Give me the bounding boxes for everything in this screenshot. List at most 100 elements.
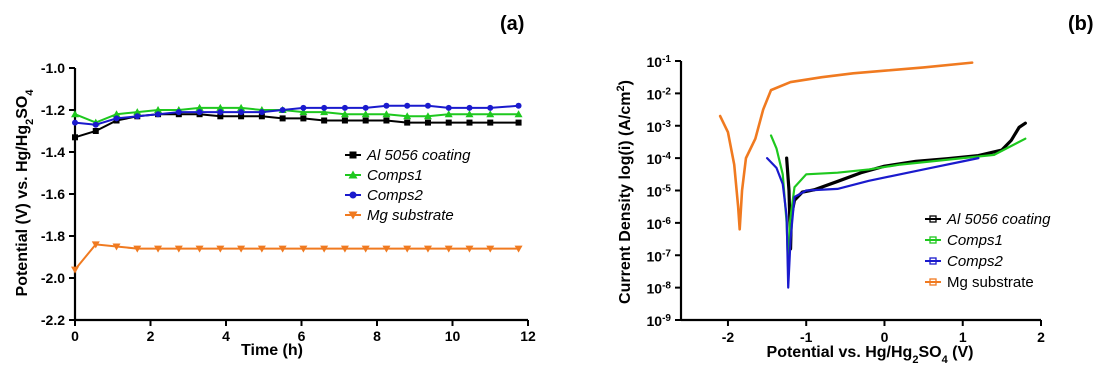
chart-b-series-line <box>769 134 1027 273</box>
chart-a-data-point <box>341 104 348 111</box>
chart-a-y-tick-label: -1.0 <box>41 60 65 76</box>
chart-b-series-line <box>718 61 974 231</box>
chart-a-data-point <box>321 117 328 124</box>
chart-a-series-line <box>74 104 519 126</box>
chart-b-legend-label: Mg substrate <box>947 274 1034 291</box>
chart-b-legend-label: Comps1 <box>947 232 1003 249</box>
chart-a-data-point <box>340 245 349 253</box>
chart-b-legend-label: Al 5056 coating <box>946 211 1051 228</box>
chart-a-data-point <box>300 115 307 122</box>
chart-a-legend-label: Al 5056 coating <box>366 147 471 164</box>
chart-a-data-point <box>487 104 494 111</box>
chart-a-data-point <box>112 243 121 251</box>
chart-a-data-point <box>278 245 287 253</box>
chart-b-y-tick-label: 10-9 <box>647 313 672 330</box>
chart-a-x-axis-label: Time (h) <box>241 342 303 359</box>
legend-swatch-marker <box>929 278 937 286</box>
legend-swatch-marker <box>929 215 937 223</box>
chart-b-series-comps2 <box>765 157 980 289</box>
chart-a-data-point <box>486 245 495 253</box>
chart-a-y-axis-label: Potential (V) vs. Hg/Hg2SO4 <box>14 89 36 297</box>
chart-a-data-point <box>72 134 78 141</box>
chart-a-data-point <box>514 110 523 118</box>
chart-b-legend: Al 5056 coating Comps1 Comps2 Mg substrate <box>925 211 1051 291</box>
chart-a-data-point <box>445 104 452 111</box>
chart-a-data-point <box>133 245 142 253</box>
chart-b-y-axis-label: Current Density log(i) (A/cm2) <box>615 80 634 304</box>
chart-b-legend-item: Al 5056 coating <box>925 211 1051 228</box>
chart-a-y-tick-label: -1.8 <box>41 228 65 244</box>
chart-a-data-point <box>320 108 329 116</box>
chart-b-legend-item: Comps2 <box>925 253 1004 270</box>
chart-a-data-point <box>465 110 474 118</box>
chart-a-data-point <box>404 102 411 109</box>
chart-b-y-tick-label: 10-1 <box>647 54 672 71</box>
chart-a-data-point <box>362 104 369 111</box>
chart-a-data-point <box>299 245 308 253</box>
chart-a-data-point <box>237 103 246 111</box>
chart-a-legend-item: Comps2 <box>345 187 424 204</box>
chart-a-data-point <box>257 245 266 253</box>
chart-b-legend-item: Mg substrate <box>925 274 1034 291</box>
chart-a-data-point <box>112 110 121 118</box>
chart-b-x-tick-label: -2 <box>722 329 735 345</box>
chart-a-y-tick-label: -2.0 <box>41 270 65 286</box>
chart-b-series-mg-substrate <box>718 61 974 231</box>
chart-b: (b) 10-110-210-310-410-510-610-710-810-9… <box>615 13 1094 366</box>
chart-a-data-point <box>383 102 390 109</box>
chart-a-data-point <box>258 113 265 120</box>
chart-a-legend: Al 5056 coating Comps1 Comps2 Mg substrate <box>345 147 471 224</box>
chart-a-data-point <box>487 119 494 126</box>
chart-b-y-tick-label: 10-2 <box>647 86 672 103</box>
chart-a-series-line <box>74 243 519 271</box>
chart-a-data-point <box>445 119 452 126</box>
chart-b-legend-label: Comps2 <box>947 253 1004 270</box>
chart-a-legend-item: Al 5056 coating <box>345 147 471 164</box>
chart-a-data-point <box>154 106 163 113</box>
chart-a-data-point <box>382 245 391 253</box>
chart-a-y-tick-label: -1.4 <box>41 144 65 160</box>
chart-a-data-point <box>71 266 79 274</box>
chart-a-data-point <box>92 121 99 128</box>
chart-a-y-tick-label: -2.2 <box>41 312 65 328</box>
chart-a-data-point <box>424 102 431 109</box>
chart-a-data-point <box>258 109 265 116</box>
chart-a-data-point <box>362 117 369 124</box>
chart-b-x-tick-label: 2 <box>1037 329 1045 345</box>
chart-a-data-point <box>92 128 99 134</box>
chart-a-data-point <box>382 110 391 118</box>
chart-a-series-mg-substrate <box>71 241 523 274</box>
chart-b-y-tick-label: 10-5 <box>647 183 672 200</box>
chart-a-data-point <box>444 245 453 253</box>
chart-a-data-point <box>91 241 100 249</box>
chart-a-data-point <box>299 108 308 116</box>
chart-a-legend-item: Comps1 <box>345 167 423 184</box>
chart-a-data-point <box>175 109 182 116</box>
chart-a-x-tick-label: 4 <box>222 328 230 344</box>
chart-a-data-point <box>404 119 411 126</box>
chart-b-x-tick-label: 0 <box>881 329 889 345</box>
chart-a-legend-item: Mg substrate <box>345 207 454 224</box>
chart-a-data-point <box>72 119 78 126</box>
chart-b-y-tick-label: 10-8 <box>647 280 672 297</box>
chart-a-legend-label: Comps2 <box>367 187 424 204</box>
chart-a-data-point <box>383 117 390 124</box>
chart-b-y-tick-label: 10-7 <box>647 248 672 265</box>
chart-a-data-point <box>195 245 204 253</box>
chart-a-data-point <box>424 119 431 126</box>
chart-a-data-point <box>514 245 523 253</box>
chart-a-data-point <box>155 111 162 118</box>
chart-a-data-point <box>217 109 224 116</box>
chart-a-data-point <box>238 109 245 116</box>
chart-a-data-point <box>196 109 203 116</box>
chart-a-series-comps1 <box>71 103 523 126</box>
legend-swatch-marker <box>348 211 358 220</box>
chart-a-x-tick-label: 10 <box>445 328 461 344</box>
chart-b-series-al-5056-coating <box>785 121 1027 251</box>
chart-b-y-tick-label: 10-6 <box>647 215 672 232</box>
chart-a-series-line <box>74 113 519 139</box>
chart-a-y-tick-label: -1.6 <box>41 186 65 202</box>
chart-a-data-point <box>174 245 183 253</box>
chart-a-data-point <box>134 113 141 120</box>
chart-b-x-tick-label: 1 <box>959 329 967 345</box>
